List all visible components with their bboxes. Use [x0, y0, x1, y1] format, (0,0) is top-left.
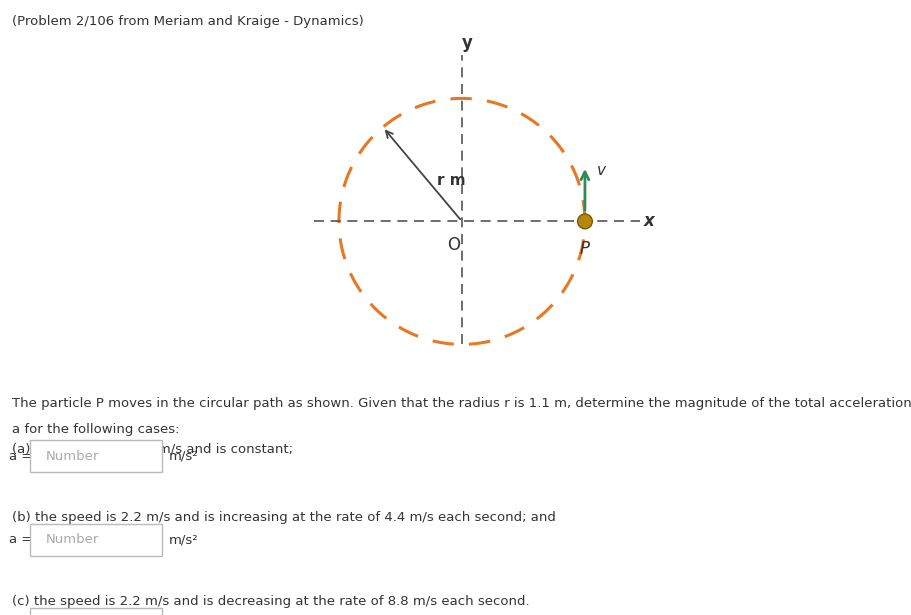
- Text: m/s²: m/s²: [169, 533, 198, 547]
- Text: m/s²: m/s²: [169, 450, 198, 463]
- FancyBboxPatch shape: [30, 440, 162, 472]
- FancyBboxPatch shape: [30, 524, 162, 556]
- Text: P: P: [579, 240, 589, 258]
- Text: a =: a =: [8, 450, 32, 463]
- Text: a =: a =: [8, 533, 32, 547]
- Text: (c) the speed is 2.2 m/s and is decreasing at the rate of 8.8 m/s each second.: (c) the speed is 2.2 m/s and is decreasi…: [12, 595, 529, 608]
- Text: (b) the speed is 2.2 m/s and is increasing at the rate of 4.4 m/s each second; a: (b) the speed is 2.2 m/s and is increasi…: [12, 511, 555, 524]
- Text: Number: Number: [46, 533, 99, 547]
- Text: r m: r m: [436, 173, 466, 188]
- Circle shape: [577, 214, 591, 229]
- Text: a for the following cases:: a for the following cases:: [12, 423, 179, 435]
- Text: x: x: [643, 212, 654, 231]
- Text: The particle P moves in the circular path as shown. Given that the radius r is 1: The particle P moves in the circular pat…: [12, 397, 911, 410]
- Text: y: y: [461, 34, 472, 52]
- Text: (Problem 2/106 from Meriam and Kraige - Dynamics): (Problem 2/106 from Meriam and Kraige - …: [12, 15, 363, 28]
- FancyBboxPatch shape: [30, 608, 162, 615]
- Text: v: v: [597, 164, 606, 178]
- Text: (a) the speed v is 2.2 m/s and is constant;: (a) the speed v is 2.2 m/s and is consta…: [12, 443, 292, 456]
- Text: O: O: [446, 236, 459, 254]
- Text: Number: Number: [46, 450, 99, 463]
